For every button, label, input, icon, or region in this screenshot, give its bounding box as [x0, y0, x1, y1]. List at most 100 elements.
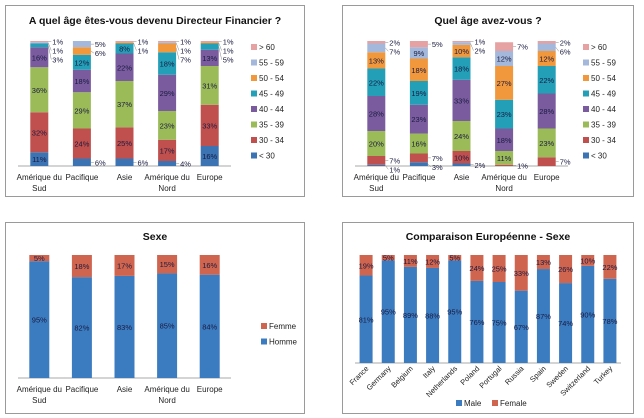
legend-swatch [251, 59, 257, 66]
data-label: 29% [74, 106, 89, 115]
category-label: Asie [117, 385, 133, 394]
data-label: 23% [160, 121, 175, 130]
category-label: Russia [503, 363, 526, 386]
category-label: Amérique du [354, 173, 399, 182]
bar-segment [115, 41, 134, 43]
data-label: 95% [381, 308, 396, 317]
data-label: 6% [95, 158, 106, 167]
data-label-leader [48, 42, 52, 51]
data-label: 2% [389, 38, 400, 47]
bar-segment [72, 92, 91, 129]
data-label: 88% [425, 311, 440, 320]
bar-segment [536, 255, 550, 270]
bar-segment [115, 43, 134, 54]
data-label: 20% [369, 140, 384, 149]
data-label: 1% [138, 47, 149, 56]
data-label-leader [48, 45, 52, 60]
data-label: 1% [517, 161, 528, 170]
data-label: 2% [560, 38, 571, 47]
legend-swatch [251, 90, 257, 97]
chart-cfo-age: A quel âge êtes-vous devenu Directeur Fi… [5, 5, 305, 197]
data-label: 23% [497, 110, 512, 119]
bar-segment [158, 139, 177, 161]
data-label: 23% [411, 115, 426, 124]
data-label: 24% [469, 264, 484, 273]
data-label: 87% [536, 312, 551, 321]
data-label: 1% [223, 38, 234, 47]
bar-segment [367, 43, 386, 53]
bar-segment [199, 274, 220, 378]
data-label: 13% [369, 56, 384, 65]
data-label: 23% [539, 139, 554, 148]
bar-segment [537, 93, 556, 129]
data-label: 5% [449, 254, 460, 263]
data-label: 5% [95, 40, 106, 49]
data-label: 12% [425, 257, 440, 266]
legend-swatch [261, 323, 267, 329]
data-label-leader [133, 42, 137, 51]
data-label: 31% [202, 81, 217, 90]
data-label: 1% [138, 38, 149, 47]
bar-segment [29, 255, 50, 262]
bar-segment [381, 260, 395, 363]
data-label: 3% [432, 163, 443, 172]
bar-segment [470, 280, 484, 363]
bar-segment [30, 43, 49, 48]
bar-segment [158, 161, 177, 166]
bar-segment [115, 127, 134, 159]
data-label: 32% [32, 128, 47, 137]
data-label: 3% [52, 56, 63, 65]
legend-swatch [583, 137, 589, 143]
category-label: Europe [197, 173, 223, 182]
data-label: 81% [359, 315, 374, 324]
bar-segment [30, 41, 49, 43]
bar-segment [158, 43, 177, 53]
bar-segment [495, 99, 514, 129]
data-label: 22% [602, 263, 617, 272]
bar-segment [114, 255, 135, 276]
data-label: 7% [517, 43, 528, 52]
bar-segment [559, 255, 573, 284]
data-label: 18% [497, 136, 512, 145]
bar-segment [114, 275, 135, 378]
data-label: 33% [514, 269, 529, 278]
data-label: 1% [180, 38, 191, 47]
data-label: 78% [602, 317, 617, 326]
legend-label: 35 - 39 [591, 121, 616, 130]
data-label: 16% [411, 140, 426, 149]
legend-label: Female [500, 399, 527, 408]
legend-label: 45 - 49 [591, 90, 616, 99]
data-label: 6% [138, 158, 149, 167]
bar-segment [367, 96, 386, 131]
chart-title: Comparaison Européenne - Sexe [406, 231, 571, 243]
bar-segment [381, 255, 395, 261]
data-label: 29% [160, 89, 175, 98]
bar-segment [495, 51, 514, 66]
data-label: 11% [497, 154, 512, 163]
data-label: 7% [560, 158, 571, 167]
category-label: Amérique du [17, 385, 62, 394]
data-label: 7% [389, 156, 400, 165]
category-label: Asie [454, 173, 470, 182]
data-label: 33% [202, 121, 217, 130]
bar-segment [72, 47, 91, 55]
legend-swatch [261, 338, 267, 345]
data-label: 24% [74, 140, 89, 149]
bar-segment [367, 156, 386, 165]
legend-label: 45 - 49 [259, 90, 284, 99]
legend-label: 50 - 54 [591, 74, 616, 83]
chart-title: A quel âge êtes-vous devenu Directeur Fi… [29, 15, 281, 27]
category-label: Amérique du [144, 173, 189, 182]
legend-label: > 60 [259, 43, 275, 52]
bar-segment [158, 52, 177, 75]
bar-segment [537, 51, 556, 66]
bar-segment [537, 157, 556, 166]
bar-segment [452, 151, 471, 164]
bar-segment [409, 41, 428, 48]
data-label-leader [218, 42, 222, 51]
category-label: Europe [197, 385, 223, 394]
bar-segment [158, 42, 177, 44]
bar-segment [71, 255, 92, 278]
data-label-leader [175, 47, 180, 60]
legend-swatch [251, 137, 257, 143]
